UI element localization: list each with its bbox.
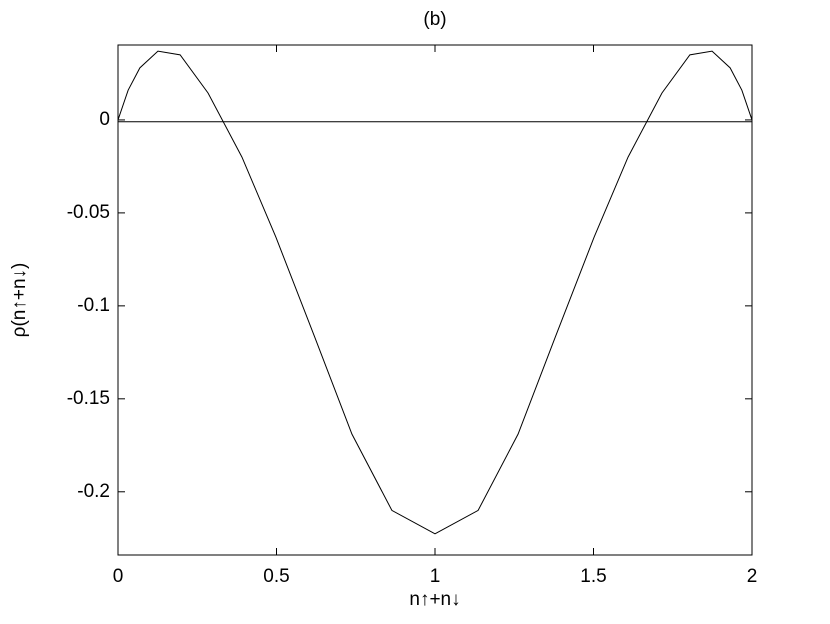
y-axis-label: ρ(n↑+n↓) xyxy=(9,263,30,338)
x-axis-label: n↑+n↓ xyxy=(409,589,460,610)
data-line xyxy=(117,50,753,535)
y-tick-label: -0.1 xyxy=(77,295,110,316)
chart-title: (b) xyxy=(423,9,446,30)
x-tick-label: 1.5 xyxy=(580,566,606,587)
x-tick-label: 1 xyxy=(430,566,441,587)
y-tick-label: -0.05 xyxy=(67,202,110,223)
y-tick-label: -0.2 xyxy=(77,481,110,502)
x-tick-label: 2 xyxy=(747,566,758,587)
x-tick-label: 0 xyxy=(113,566,124,587)
y-tick-label: -0.15 xyxy=(67,388,110,409)
x-tick-label: 0.5 xyxy=(263,566,289,587)
y-tick-label: 0 xyxy=(99,109,110,130)
